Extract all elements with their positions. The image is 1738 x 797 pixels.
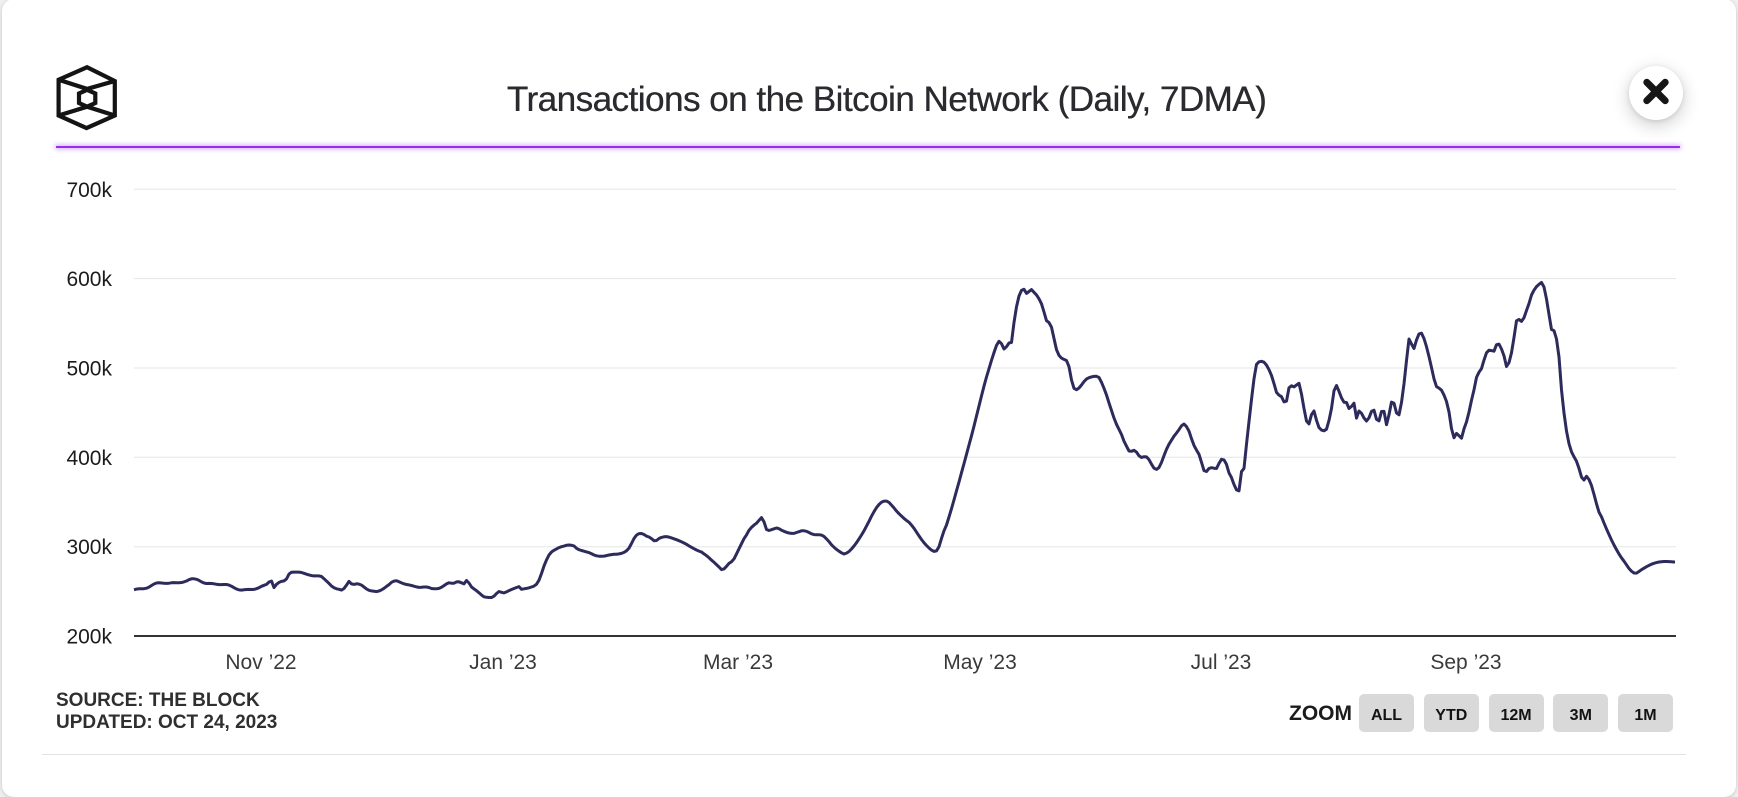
svg-text:Jan ’23: Jan ’23 [469, 651, 537, 674]
svg-text:Sep ’23: Sep ’23 [1430, 651, 1501, 674]
svg-text:Mar ’23: Mar ’23 [703, 651, 773, 674]
svg-text:300k: 300k [66, 536, 112, 559]
svg-text:May ’23: May ’23 [943, 651, 1017, 674]
svg-text:600k: 600k [66, 268, 112, 291]
svg-text:500k: 500k [66, 358, 112, 381]
svg-text:700k: 700k [66, 179, 112, 202]
svg-text:Nov ’22: Nov ’22 [225, 651, 296, 674]
svg-text:400k: 400k [66, 447, 112, 470]
svg-text:Jul ’23: Jul ’23 [1191, 651, 1252, 674]
svg-text:200k: 200k [66, 626, 112, 649]
